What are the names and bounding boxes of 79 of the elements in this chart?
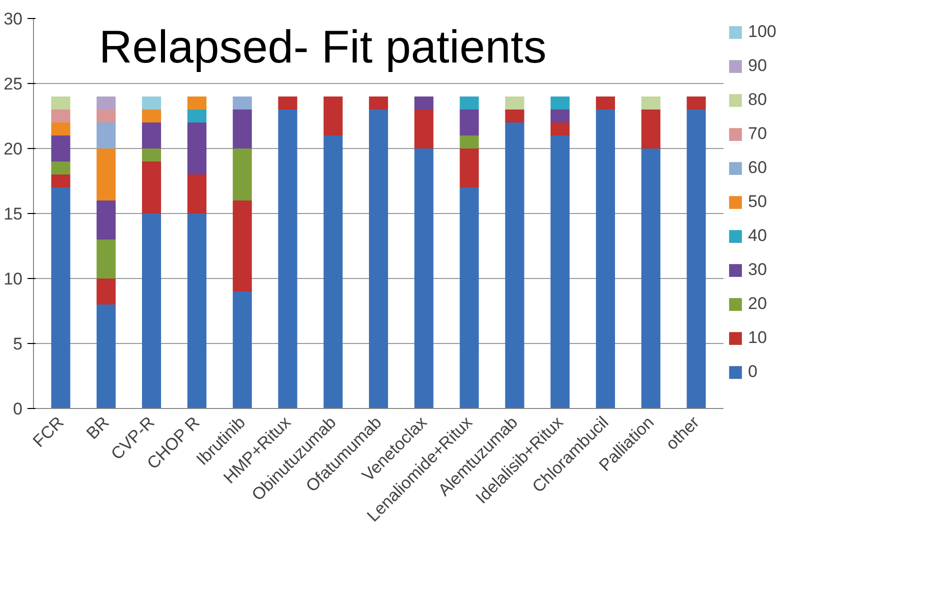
bar <box>142 122 162 148</box>
bar <box>460 188 479 408</box>
bar <box>187 122 206 174</box>
bar <box>368 96 388 110</box>
legend-label: 20 <box>748 294 768 314</box>
y-tick-label: 0 <box>13 400 23 418</box>
bar <box>368 110 388 408</box>
bar <box>414 96 434 110</box>
chart-title: Relapsed- Fit patients <box>99 20 546 72</box>
bar <box>414 148 434 408</box>
bar <box>324 96 343 136</box>
bar <box>460 148 479 188</box>
bar <box>324 136 343 408</box>
bar <box>187 214 206 408</box>
bar <box>187 96 206 110</box>
bar <box>232 292 252 408</box>
bar <box>686 110 706 408</box>
bar <box>596 110 616 408</box>
bar <box>96 122 116 148</box>
legend-label: 0 <box>748 362 758 382</box>
bar <box>550 136 570 408</box>
bar <box>51 122 70 136</box>
legend-label: 60 <box>748 158 768 178</box>
bar <box>51 162 70 174</box>
bar <box>51 110 70 122</box>
bar <box>51 188 70 408</box>
bar <box>51 136 70 162</box>
legend-label: 50 <box>748 192 768 212</box>
bar <box>96 148 116 200</box>
bar <box>96 200 116 240</box>
bar <box>232 148 252 200</box>
bar <box>142 162 162 214</box>
legend-label: 90 <box>748 56 768 76</box>
y-tick-label: 10 <box>4 270 23 288</box>
y-tick-label: 30 <box>4 10 23 28</box>
bar <box>550 122 570 136</box>
bar <box>96 240 116 278</box>
legend-label: 30 <box>748 260 768 280</box>
x-tick-label: BR <box>82 412 113 443</box>
bar <box>686 96 706 110</box>
bar <box>187 110 206 122</box>
y-tick-label: 5 <box>13 334 23 354</box>
bar <box>278 96 298 110</box>
bar <box>414 110 434 148</box>
bar <box>460 136 479 148</box>
bar <box>505 96 524 110</box>
bar <box>187 174 206 214</box>
bar <box>51 174 70 188</box>
bar <box>505 122 524 408</box>
bar <box>596 96 616 110</box>
y-tick-label: 25 <box>4 74 23 94</box>
bar <box>550 110 570 122</box>
legend-label: 10 <box>748 328 768 348</box>
legend-label: 40 <box>748 226 768 246</box>
bar <box>96 304 116 408</box>
bar <box>505 110 524 122</box>
bar <box>641 148 660 408</box>
legend-label: 70 <box>748 124 768 144</box>
bar <box>51 96 70 110</box>
bar <box>232 110 252 148</box>
bar <box>142 96 162 110</box>
bar <box>142 214 162 408</box>
bar <box>96 110 116 122</box>
bar <box>641 96 660 110</box>
y-tick-label: 15 <box>4 204 23 224</box>
bar <box>550 96 570 110</box>
bar <box>232 200 252 292</box>
bar <box>142 110 162 122</box>
bar <box>96 278 116 304</box>
bar <box>460 96 479 110</box>
bar <box>460 110 479 136</box>
bar <box>641 110 660 148</box>
bar <box>142 148 162 162</box>
y-tick-label: 20 <box>4 140 23 158</box>
legend-label: 80 <box>748 90 768 110</box>
bar <box>96 96 116 110</box>
legend-label: 100 <box>748 22 778 42</box>
bar <box>232 96 252 110</box>
bar <box>278 110 298 408</box>
